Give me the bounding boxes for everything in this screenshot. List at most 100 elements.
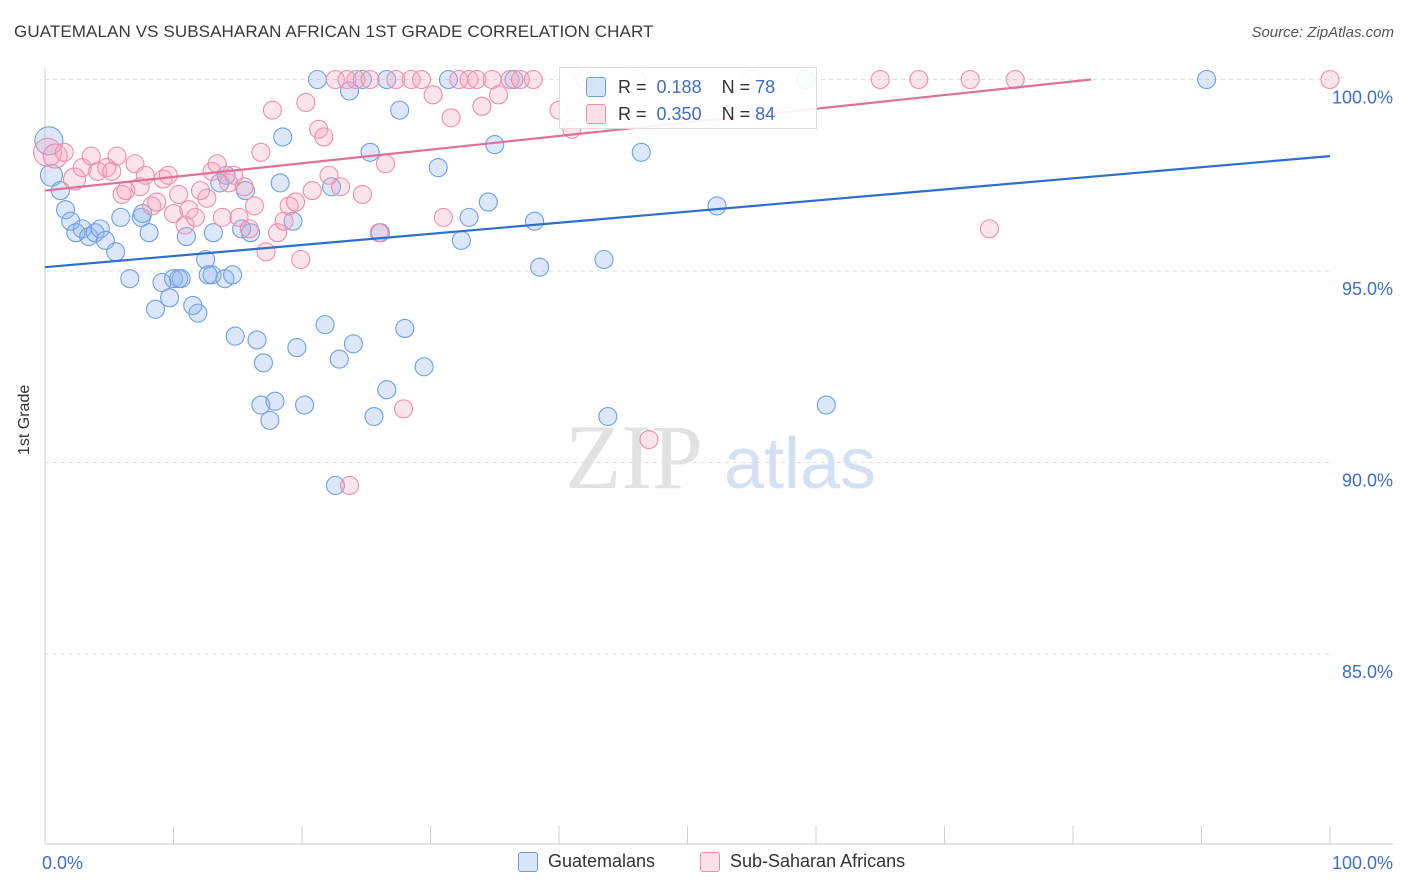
subsaharan-point-66 — [472, 96, 492, 116]
guatemalan-point-78 — [816, 395, 836, 415]
guatemalan-point-42 — [265, 391, 285, 411]
subsaharan-point-56 — [386, 69, 406, 90]
guatemalan-point-73 — [594, 249, 614, 270]
subsaharan-points — [33, 69, 1340, 496]
guatemalan-point-29 — [203, 223, 223, 243]
guatemalan-point-41 — [260, 410, 280, 430]
guatemalan-point-74 — [598, 406, 618, 427]
subsaharan-point-24 — [190, 181, 211, 201]
y-tick-label-2: 95.0% — [1342, 279, 1393, 299]
source-label: Source: ZipAtlas.com — [1251, 24, 1394, 41]
watermark-zip: ZIP — [565, 406, 703, 508]
subsaharan-point-3 — [63, 167, 87, 191]
trend-line-subsaharan — [44, 78, 1092, 192]
guatemalan-point-72 — [530, 257, 550, 277]
subsaharan-point-8 — [102, 161, 122, 181]
guatemalan-point-34 — [225, 326, 245, 346]
chart-title: GUATEMALAN VS SUBSAHARAN AFRICAN 1ST GRA… — [14, 22, 654, 41]
y-tick-label-1: 90.0% — [1342, 471, 1393, 491]
y-axis-label: 1st Grade — [16, 384, 33, 455]
subsaharan-point-18 — [158, 165, 178, 185]
trend-line-guatemalans — [44, 155, 1331, 269]
guatemalan-point-48 — [307, 69, 327, 90]
axes — [44, 68, 1393, 845]
guatemalan-point-47 — [295, 395, 315, 415]
subsaharan-point-55 — [375, 154, 396, 174]
guatemalan-point-76 — [707, 196, 727, 216]
stats-swatch-pink — [586, 104, 606, 124]
guatemalan-point-20 — [163, 269, 184, 289]
guatemalan-point-9 — [90, 219, 110, 239]
legend-item-guatemalans[interactable]: Guatemalans — [518, 851, 655, 872]
subsaharan-point-57 — [393, 399, 414, 419]
subsaharan-point-35 — [251, 142, 271, 162]
guatemalan-point-53 — [339, 81, 360, 101]
subsaharan-point-49 — [330, 177, 351, 197]
guatemalan-point-33 — [223, 265, 243, 285]
guatemalan-point-15 — [139, 223, 159, 243]
trend-lines — [44, 78, 1331, 269]
y-tick-label-0: 85.0% — [1342, 662, 1393, 682]
guatemalan-point-40 — [253, 353, 274, 373]
subsaharan-point-38 — [268, 223, 288, 243]
subsaharan-point-10 — [112, 184, 132, 204]
guatemalan-point-52 — [329, 349, 349, 369]
guatemalan-point-46 — [287, 338, 307, 358]
subsaharan-point-65 — [467, 69, 487, 90]
grid-lines — [45, 79, 1330, 655]
n-value-blue: 78 — [755, 76, 776, 97]
subsaharan-point-51 — [346, 69, 366, 90]
guatemalan-point-60 — [377, 380, 397, 400]
subsaharan-point-19 — [163, 204, 184, 224]
guatemalan-point-38 — [247, 330, 267, 350]
stats-text-pink: R = 0.350 N = 84 — [618, 103, 776, 124]
legend-label-subsaharan: Sub-Saharan Africans — [730, 851, 906, 871]
subsaharan-point-83 — [1320, 69, 1340, 90]
guatemalan-point-19 — [160, 288, 180, 308]
subsaharan-point-68 — [489, 85, 509, 105]
y-tick-label-3: 100.0% — [1332, 88, 1393, 108]
guatemalan-point-71 — [525, 211, 545, 231]
guatemalan-point-64 — [428, 158, 448, 178]
subsaharan-point-84 — [339, 475, 360, 496]
guatemalan-point-17 — [145, 299, 166, 319]
subsaharan-point-69 — [500, 69, 520, 90]
r-value-blue: 0.188 — [656, 76, 702, 97]
guatemalan-point-28 — [198, 265, 218, 285]
subsaharan-point-2 — [54, 142, 74, 162]
subsaharan-point-62 — [441, 108, 461, 128]
subsaharan-point-53 — [360, 69, 380, 90]
guatemalan-point-11 — [106, 242, 126, 262]
guatemalan-point-25 — [188, 303, 208, 323]
guatemalans-points — [34, 69, 1217, 496]
guatemalan-point-4 — [61, 211, 81, 231]
subsaharan-point-36 — [256, 242, 276, 262]
bottom-legend: Guatemalans Sub-Saharan Africans — [0, 851, 1406, 877]
stats-text-blue: R = 0.188 N = 78 — [618, 76, 776, 97]
x-tick-label-1: 100.0% — [1332, 853, 1393, 873]
guatemalan-point-56 — [360, 142, 380, 162]
legend-item-subsaharan[interactable]: Sub-Saharan Africans — [700, 851, 905, 872]
subsaharan-point-27 — [207, 154, 227, 174]
guatemalan-point-49 — [315, 315, 335, 335]
subsaharan-point-37 — [262, 100, 282, 120]
subsaharan-point-81 — [960, 69, 980, 90]
guatemalan-point-43 — [270, 173, 290, 193]
subsaharan-point-9 — [107, 146, 127, 166]
subsaharan-point-61 — [433, 207, 453, 227]
guatemalan-point-3 — [56, 200, 76, 220]
subsaharan-point-25 — [197, 188, 217, 208]
guatemalan-point-68 — [478, 192, 498, 212]
subsaharan-point-23 — [185, 207, 205, 227]
guatemalan-point-61 — [390, 100, 410, 120]
subsaharan-point-32 — [234, 177, 254, 197]
stats-swatch-blue — [586, 77, 606, 97]
guatemalan-point-75 — [631, 142, 651, 162]
subsaharan-point-21 — [175, 215, 195, 235]
subsaharan-point-52 — [352, 184, 372, 204]
subsaharan-point-59 — [411, 69, 432, 90]
r-value-pink: 0.350 — [656, 103, 702, 124]
subsaharan-point-60 — [423, 85, 443, 105]
subsaharan-point-15 — [142, 196, 162, 216]
guatemalan-point-65 — [438, 69, 459, 90]
